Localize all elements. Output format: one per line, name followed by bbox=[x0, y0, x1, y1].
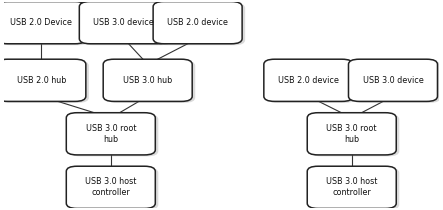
FancyBboxPatch shape bbox=[0, 59, 86, 101]
FancyBboxPatch shape bbox=[66, 113, 155, 155]
FancyBboxPatch shape bbox=[352, 61, 440, 103]
FancyBboxPatch shape bbox=[153, 2, 242, 44]
FancyBboxPatch shape bbox=[0, 3, 89, 45]
Text: USB 2.0 Device: USB 2.0 Device bbox=[10, 18, 72, 27]
FancyBboxPatch shape bbox=[106, 61, 195, 103]
FancyBboxPatch shape bbox=[70, 114, 158, 156]
FancyBboxPatch shape bbox=[307, 166, 396, 208]
FancyBboxPatch shape bbox=[70, 168, 158, 210]
Text: USB 3.0 hub: USB 3.0 hub bbox=[123, 76, 172, 85]
FancyBboxPatch shape bbox=[156, 3, 245, 45]
FancyBboxPatch shape bbox=[264, 59, 353, 101]
FancyBboxPatch shape bbox=[103, 59, 192, 101]
Text: USB 2.0 device: USB 2.0 device bbox=[167, 18, 228, 27]
FancyBboxPatch shape bbox=[310, 168, 399, 210]
Text: USB 3.0 host
controller: USB 3.0 host controller bbox=[326, 177, 377, 197]
FancyBboxPatch shape bbox=[82, 3, 171, 45]
FancyBboxPatch shape bbox=[310, 114, 399, 156]
FancyBboxPatch shape bbox=[79, 2, 168, 44]
Text: USB 3.0 root
hub: USB 3.0 root hub bbox=[85, 124, 136, 144]
Text: USB 3.0 host
controller: USB 3.0 host controller bbox=[85, 177, 136, 197]
Text: USB 2.0 hub: USB 2.0 hub bbox=[17, 76, 66, 85]
FancyBboxPatch shape bbox=[66, 166, 155, 208]
FancyBboxPatch shape bbox=[349, 59, 438, 101]
FancyBboxPatch shape bbox=[0, 2, 86, 44]
Text: USB 3.0 device: USB 3.0 device bbox=[363, 76, 424, 85]
FancyBboxPatch shape bbox=[307, 113, 396, 155]
Text: USB 3.0 device: USB 3.0 device bbox=[93, 18, 154, 27]
FancyBboxPatch shape bbox=[267, 61, 356, 103]
Text: USB 2.0 device: USB 2.0 device bbox=[278, 76, 339, 85]
FancyBboxPatch shape bbox=[0, 61, 89, 103]
Text: USB 3.0 root
hub: USB 3.0 root hub bbox=[326, 124, 377, 144]
